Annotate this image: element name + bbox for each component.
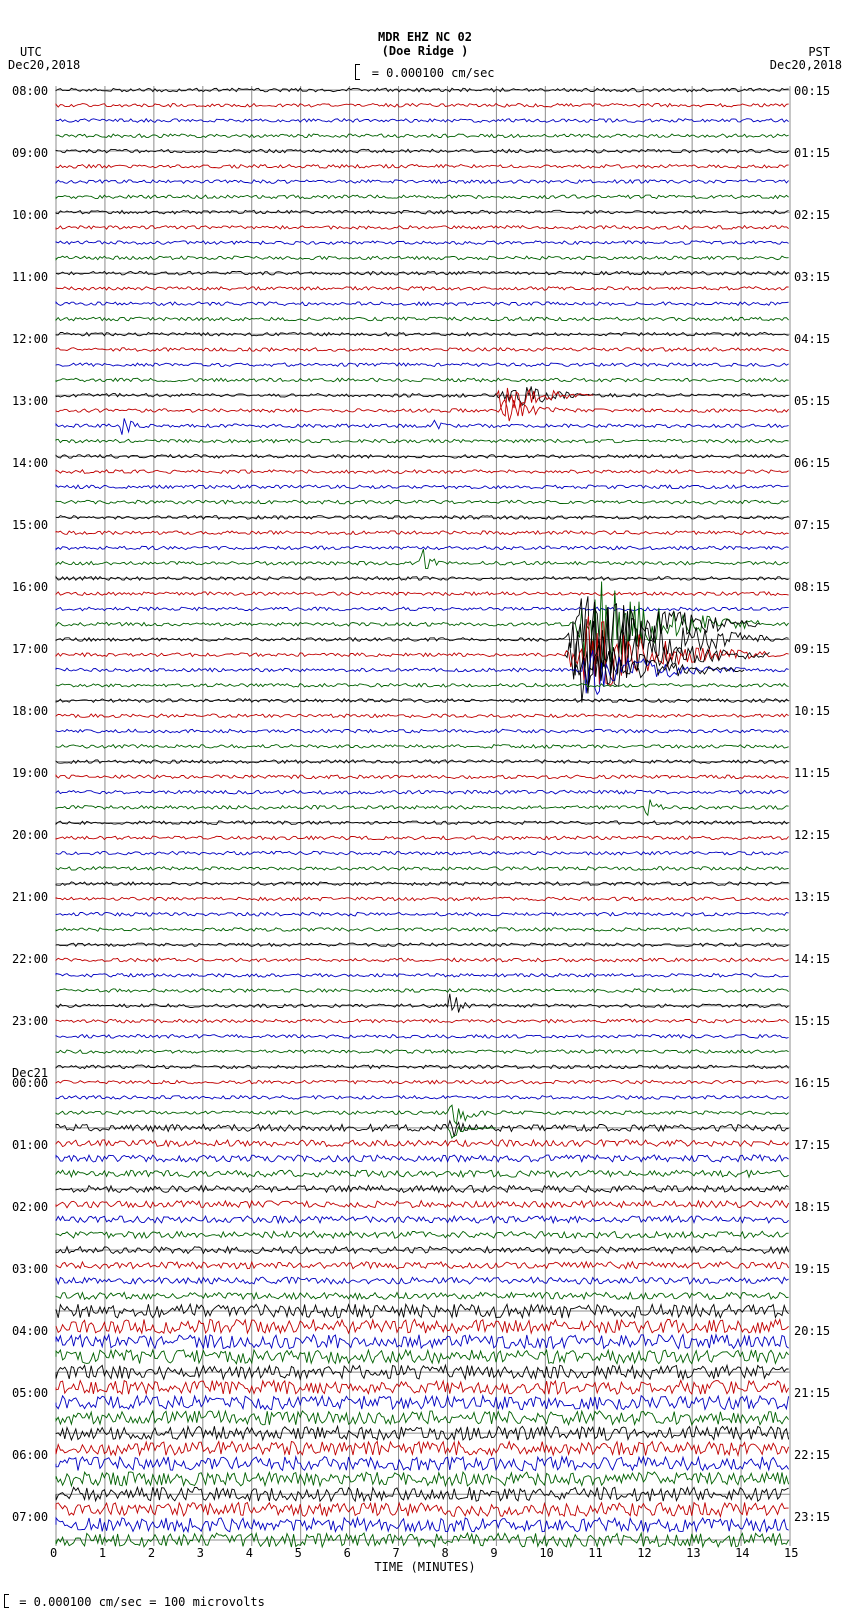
pst-time-label: 17:15 bbox=[794, 1138, 830, 1152]
utc-time-label: 22:00 bbox=[12, 952, 48, 966]
utc-time-label: 15:00 bbox=[12, 518, 48, 532]
pst-time-label: 13:15 bbox=[794, 890, 830, 904]
pst-time-label: 03:15 bbox=[794, 270, 830, 284]
pst-time-label: 20:15 bbox=[794, 1324, 830, 1338]
utc-time-label: 13:00 bbox=[12, 394, 48, 408]
helicorder-plot bbox=[0, 0, 850, 1613]
utc-time-label: 08:00 bbox=[12, 84, 48, 98]
x-tick-label: 11 bbox=[588, 1546, 602, 1560]
utc-time-label: 09:00 bbox=[12, 146, 48, 160]
x-tick-label: 15 bbox=[784, 1546, 798, 1560]
x-tick-label: 8 bbox=[441, 1546, 448, 1560]
pst-time-label: 01:15 bbox=[794, 146, 830, 160]
pst-time-label: 21:15 bbox=[794, 1386, 830, 1400]
footer-text: = 0.000100 cm/sec = 100 microvolts bbox=[4, 1594, 265, 1609]
utc-time-label: 20:00 bbox=[12, 828, 48, 842]
pst-time-label: 11:15 bbox=[794, 766, 830, 780]
pst-time-label: 12:15 bbox=[794, 828, 830, 842]
x-tick-label: 2 bbox=[148, 1546, 155, 1560]
x-tick-label: 5 bbox=[295, 1546, 302, 1560]
utc-time-label: 04:00 bbox=[12, 1324, 48, 1338]
x-tick-label: 12 bbox=[637, 1546, 651, 1560]
footer-marker-icon bbox=[4, 1594, 9, 1608]
x-tick-label: 7 bbox=[393, 1546, 400, 1560]
x-tick-label: 0 bbox=[50, 1546, 57, 1560]
pst-time-label: 16:15 bbox=[794, 1076, 830, 1090]
utc-time-label: 06:00 bbox=[12, 1448, 48, 1462]
x-tick-label: 3 bbox=[197, 1546, 204, 1560]
utc-time-label: 03:00 bbox=[12, 1262, 48, 1276]
pst-time-label: 22:15 bbox=[794, 1448, 830, 1462]
x-axis-label: TIME (MINUTES) bbox=[0, 1560, 850, 1574]
utc-time-label: 02:00 bbox=[12, 1200, 48, 1214]
pst-time-label: 00:15 bbox=[794, 84, 830, 98]
pst-time-label: 23:15 bbox=[794, 1510, 830, 1524]
x-tick-label: 9 bbox=[490, 1546, 497, 1560]
utc-time-label: 23:00 bbox=[12, 1014, 48, 1028]
x-tick-label: 10 bbox=[539, 1546, 553, 1560]
pst-time-label: 08:15 bbox=[794, 580, 830, 594]
utc-time-label: 10:00 bbox=[12, 208, 48, 222]
x-tick-label: 1 bbox=[99, 1546, 106, 1560]
pst-time-label: 18:15 bbox=[794, 1200, 830, 1214]
pst-time-label: 04:15 bbox=[794, 332, 830, 346]
pst-time-label: 14:15 bbox=[794, 952, 830, 966]
pst-time-label: 15:15 bbox=[794, 1014, 830, 1028]
utc-time-label: 05:00 bbox=[12, 1386, 48, 1400]
pst-time-label: 19:15 bbox=[794, 1262, 830, 1276]
utc-time-label: 19:00 bbox=[12, 766, 48, 780]
utc-time-label: 14:00 bbox=[12, 456, 48, 470]
utc-time-label: 17:00 bbox=[12, 642, 48, 656]
pst-time-label: 07:15 bbox=[794, 518, 830, 532]
utc-time-label: 18:00 bbox=[12, 704, 48, 718]
utc-time-label: 00:00 bbox=[12, 1076, 48, 1090]
pst-time-label: 09:15 bbox=[794, 642, 830, 656]
pst-time-label: 02:15 bbox=[794, 208, 830, 222]
pst-time-label: 10:15 bbox=[794, 704, 830, 718]
utc-time-label: 11:00 bbox=[12, 270, 48, 284]
x-tick-label: 4 bbox=[246, 1546, 253, 1560]
utc-time-label: 21:00 bbox=[12, 890, 48, 904]
utc-time-label: 12:00 bbox=[12, 332, 48, 346]
utc-time-label: 16:00 bbox=[12, 580, 48, 594]
pst-time-label: 05:15 bbox=[794, 394, 830, 408]
footer-scale-text: = 0.000100 cm/sec = 100 microvolts bbox=[19, 1595, 265, 1609]
x-tick-label: 14 bbox=[735, 1546, 749, 1560]
utc-time-label: 01:00 bbox=[12, 1138, 48, 1152]
x-tick-label: 6 bbox=[344, 1546, 351, 1560]
x-tick-label: 13 bbox=[686, 1546, 700, 1560]
pst-time-label: 06:15 bbox=[794, 456, 830, 470]
utc-time-label: 07:00 bbox=[12, 1510, 48, 1524]
